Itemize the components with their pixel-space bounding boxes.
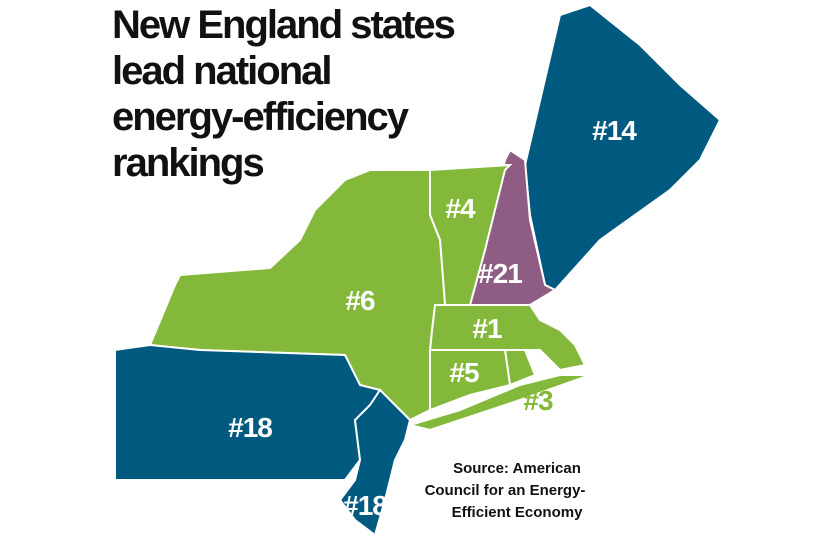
title-line: New England states	[112, 3, 455, 47]
rank-label: #14	[592, 115, 637, 146]
rank-label: #4	[445, 193, 476, 224]
rank-label: #18	[228, 412, 272, 443]
region	[523, 3, 722, 292]
rank-label: #21	[478, 258, 522, 289]
title-line: lead national	[112, 49, 331, 93]
region	[338, 388, 412, 537]
title-line: rankings	[112, 141, 263, 185]
rank-label: #5	[449, 357, 479, 388]
title-line: energy-efficiency	[112, 95, 410, 139]
source-line: Source: American	[453, 460, 581, 477]
rank-label: #6	[345, 285, 375, 316]
rank-label: #3	[523, 385, 553, 416]
region	[406, 374, 591, 432]
rank-label: #18	[343, 490, 387, 521]
source-line: Council for an Energy-	[425, 482, 586, 499]
source-line: Efficient Economy	[452, 504, 584, 521]
rank-label: #1	[472, 313, 502, 344]
